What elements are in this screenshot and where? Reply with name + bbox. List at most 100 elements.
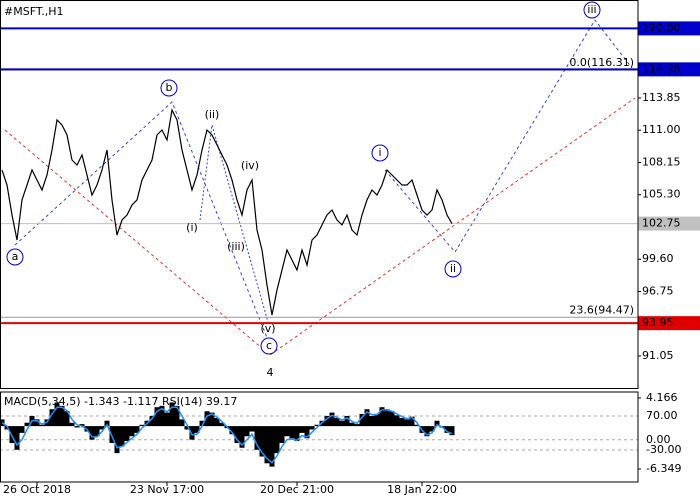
macd-bar bbox=[354, 424, 360, 427]
macd-bar bbox=[309, 426, 315, 430]
macd-bar bbox=[389, 411, 395, 427]
macd-bar bbox=[194, 426, 200, 433]
signal-line bbox=[1, 406, 453, 464]
macd-bar bbox=[69, 422, 75, 427]
macd-bar bbox=[124, 426, 130, 441]
macd-bar bbox=[284, 426, 290, 437]
macd-bar bbox=[414, 424, 420, 427]
macd-bar bbox=[369, 415, 375, 427]
level-box bbox=[638, 62, 700, 77]
level-box bbox=[638, 316, 700, 331]
macd-bar bbox=[304, 426, 310, 439]
chart-title: #MSFT.,H1 bbox=[4, 5, 64, 18]
indicator-title: MACD(5,34,5) -1.343 -1.117 RSI(14) 39.17 bbox=[4, 395, 237, 408]
macd-bar bbox=[9, 426, 15, 444]
y-tick-label: 96.75 bbox=[642, 284, 674, 297]
macd-bar bbox=[259, 426, 265, 457]
wave-label: (v) bbox=[260, 322, 275, 335]
macd-bar bbox=[39, 424, 45, 427]
macd-bar bbox=[209, 412, 215, 427]
wave-circle bbox=[371, 144, 389, 162]
macd-bar bbox=[179, 419, 185, 427]
y-tick-label: 108.15 bbox=[642, 155, 681, 168]
macd-bar bbox=[269, 426, 275, 467]
y-tick-label: 113.85 bbox=[642, 91, 681, 104]
macd-bar bbox=[404, 419, 410, 427]
wave-label: a bbox=[12, 250, 19, 263]
wave-label: (i) bbox=[186, 221, 198, 234]
macd-bar bbox=[359, 413, 365, 427]
macd-bar bbox=[219, 422, 225, 427]
macd-bar bbox=[244, 426, 250, 437]
wave-label: c bbox=[266, 339, 272, 352]
wave-circle bbox=[6, 248, 24, 266]
wave-label: ii bbox=[450, 262, 456, 275]
macd-bar bbox=[239, 426, 245, 448]
macd-bar bbox=[314, 424, 320, 427]
macd-bar bbox=[384, 409, 390, 427]
macd-bar bbox=[279, 426, 285, 444]
macd-bar bbox=[49, 409, 55, 427]
macd-bar bbox=[324, 415, 330, 427]
macd-bar bbox=[364, 409, 370, 427]
macd-bar bbox=[349, 422, 355, 427]
y-tick-label: 105.30 bbox=[642, 188, 681, 201]
wave-line bbox=[14, 101, 271, 346]
macd-bar bbox=[154, 407, 160, 427]
y-tick-label: 99.60 bbox=[642, 252, 674, 265]
macd-bar bbox=[339, 420, 345, 427]
macd-bar bbox=[64, 411, 70, 427]
macd-bar bbox=[409, 416, 415, 427]
y2-tick-label: 70.00 bbox=[646, 409, 678, 422]
wave-label: (iv) bbox=[241, 159, 259, 172]
macd-bar bbox=[149, 415, 155, 427]
wave-circle bbox=[160, 79, 178, 97]
macd-bar bbox=[99, 426, 105, 430]
macd-bar bbox=[139, 424, 145, 427]
macd-bar bbox=[424, 426, 430, 437]
macd-bar bbox=[169, 402, 175, 427]
x-tick-label: 20 Dec 21:00 bbox=[260, 483, 334, 496]
macd-bar bbox=[214, 418, 220, 427]
macd-bar bbox=[294, 426, 300, 441]
macd-bar bbox=[129, 426, 135, 437]
macd-bar bbox=[119, 426, 125, 447]
wave-label: (iii) bbox=[227, 240, 245, 253]
level-label: 102.75 bbox=[642, 217, 681, 230]
macd-bar bbox=[164, 412, 170, 427]
macd-bar bbox=[199, 420, 205, 427]
y2-tick-label: 0.00 bbox=[646, 433, 671, 446]
macd-bar bbox=[114, 426, 120, 454]
wave-line bbox=[4, 97, 636, 356]
macd-bar bbox=[394, 415, 400, 427]
y2-tick-label: -30.00 bbox=[646, 443, 681, 456]
macd-bar bbox=[274, 426, 280, 454]
y-tick-label: 4.166 bbox=[646, 391, 678, 404]
x-tick-label: 18 Jan 22:00 bbox=[387, 483, 457, 496]
y-tick-label: -6.349 bbox=[646, 462, 681, 475]
x-tick-label: 23 Nov 17:00 bbox=[130, 483, 204, 496]
wave-label: b bbox=[166, 81, 173, 94]
y-tick-label: 111.00 bbox=[642, 123, 681, 136]
macd-bar bbox=[54, 402, 60, 427]
macd-bar bbox=[449, 426, 455, 436]
wave-line bbox=[199, 124, 269, 323]
level-box bbox=[638, 216, 700, 231]
macd-bar bbox=[374, 413, 380, 427]
level-label: 93.95 bbox=[642, 316, 674, 329]
macd-bar bbox=[444, 426, 450, 433]
macd-bar bbox=[329, 412, 335, 427]
wave-circle bbox=[444, 260, 462, 278]
macd-bar bbox=[189, 426, 195, 440]
macd-bar bbox=[14, 426, 20, 450]
macd-bar bbox=[184, 426, 190, 430]
macd-bar bbox=[4, 426, 10, 430]
macd-bar bbox=[94, 426, 100, 437]
level-label: 120.00 bbox=[642, 21, 681, 34]
macd-bar bbox=[204, 411, 210, 427]
macd-bar bbox=[159, 405, 165, 427]
macd-bar bbox=[264, 426, 270, 464]
macd-bar bbox=[24, 422, 30, 427]
macd-bar bbox=[254, 426, 260, 450]
